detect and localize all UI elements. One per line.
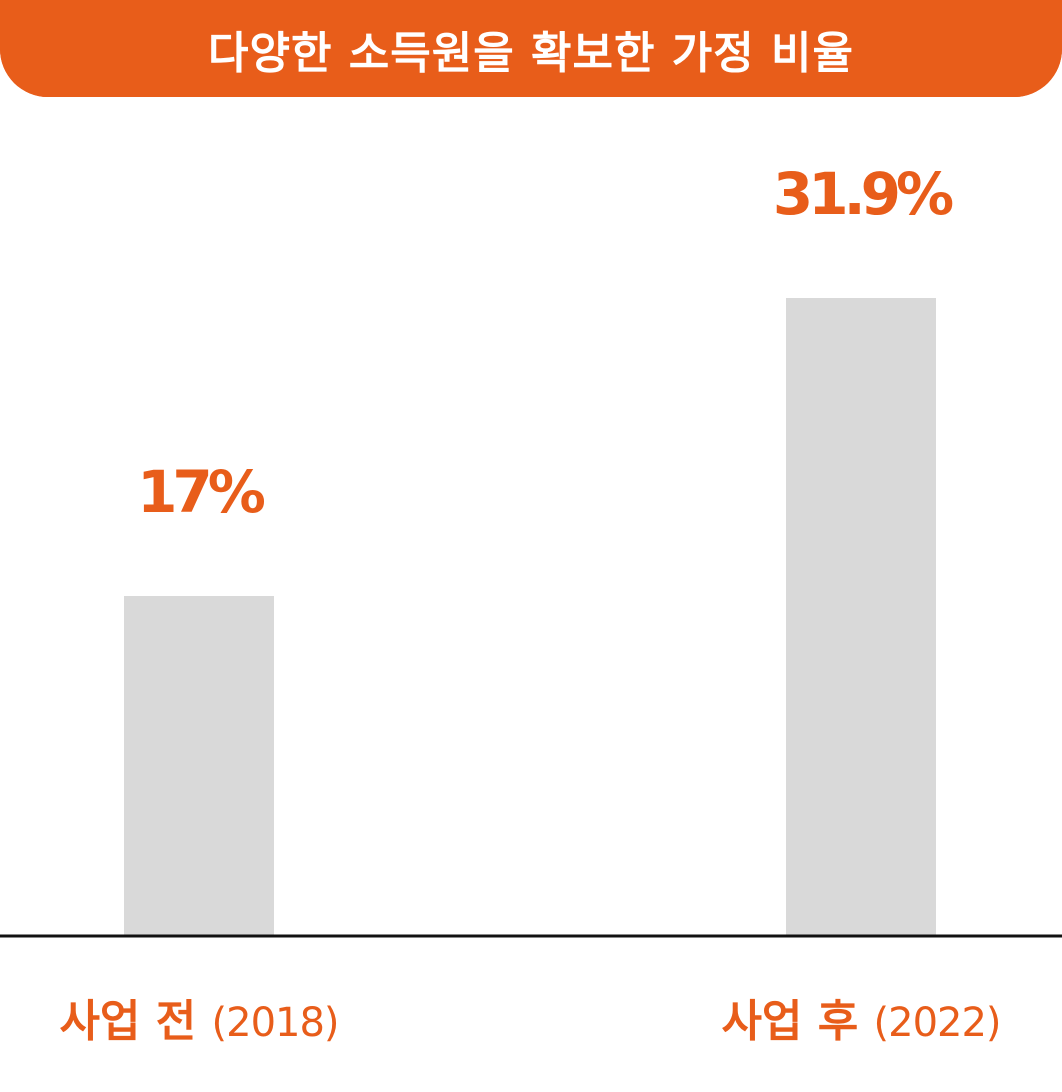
- category-label-2: 사업 후 (2022): [721, 996, 1000, 1047]
- bar-2: [786, 298, 936, 936]
- category-label-1: 사업 전 (2018): [59, 996, 338, 1047]
- category-name-2: 사업 후: [721, 996, 873, 1047]
- title-banner: 다양한 소득원을 확보한 가정 비율: [0, 0, 1062, 97]
- bar-1: [124, 596, 274, 936]
- value-label-1: 17%: [137, 458, 265, 526]
- labels-layer: 17% 사업 전 (2018) 31.9% 사업 후 (2022): [59, 160, 1001, 1047]
- bars-layer: [124, 298, 936, 936]
- category-name-1: 사업 전: [59, 996, 211, 1047]
- category-year-1: (2018): [212, 1000, 339, 1046]
- chart-title: 다양한 소득원을 확보한 가정 비율: [208, 27, 854, 79]
- category-year-2: (2022): [874, 1000, 1001, 1046]
- value-label-2: 31.9%: [773, 160, 953, 228]
